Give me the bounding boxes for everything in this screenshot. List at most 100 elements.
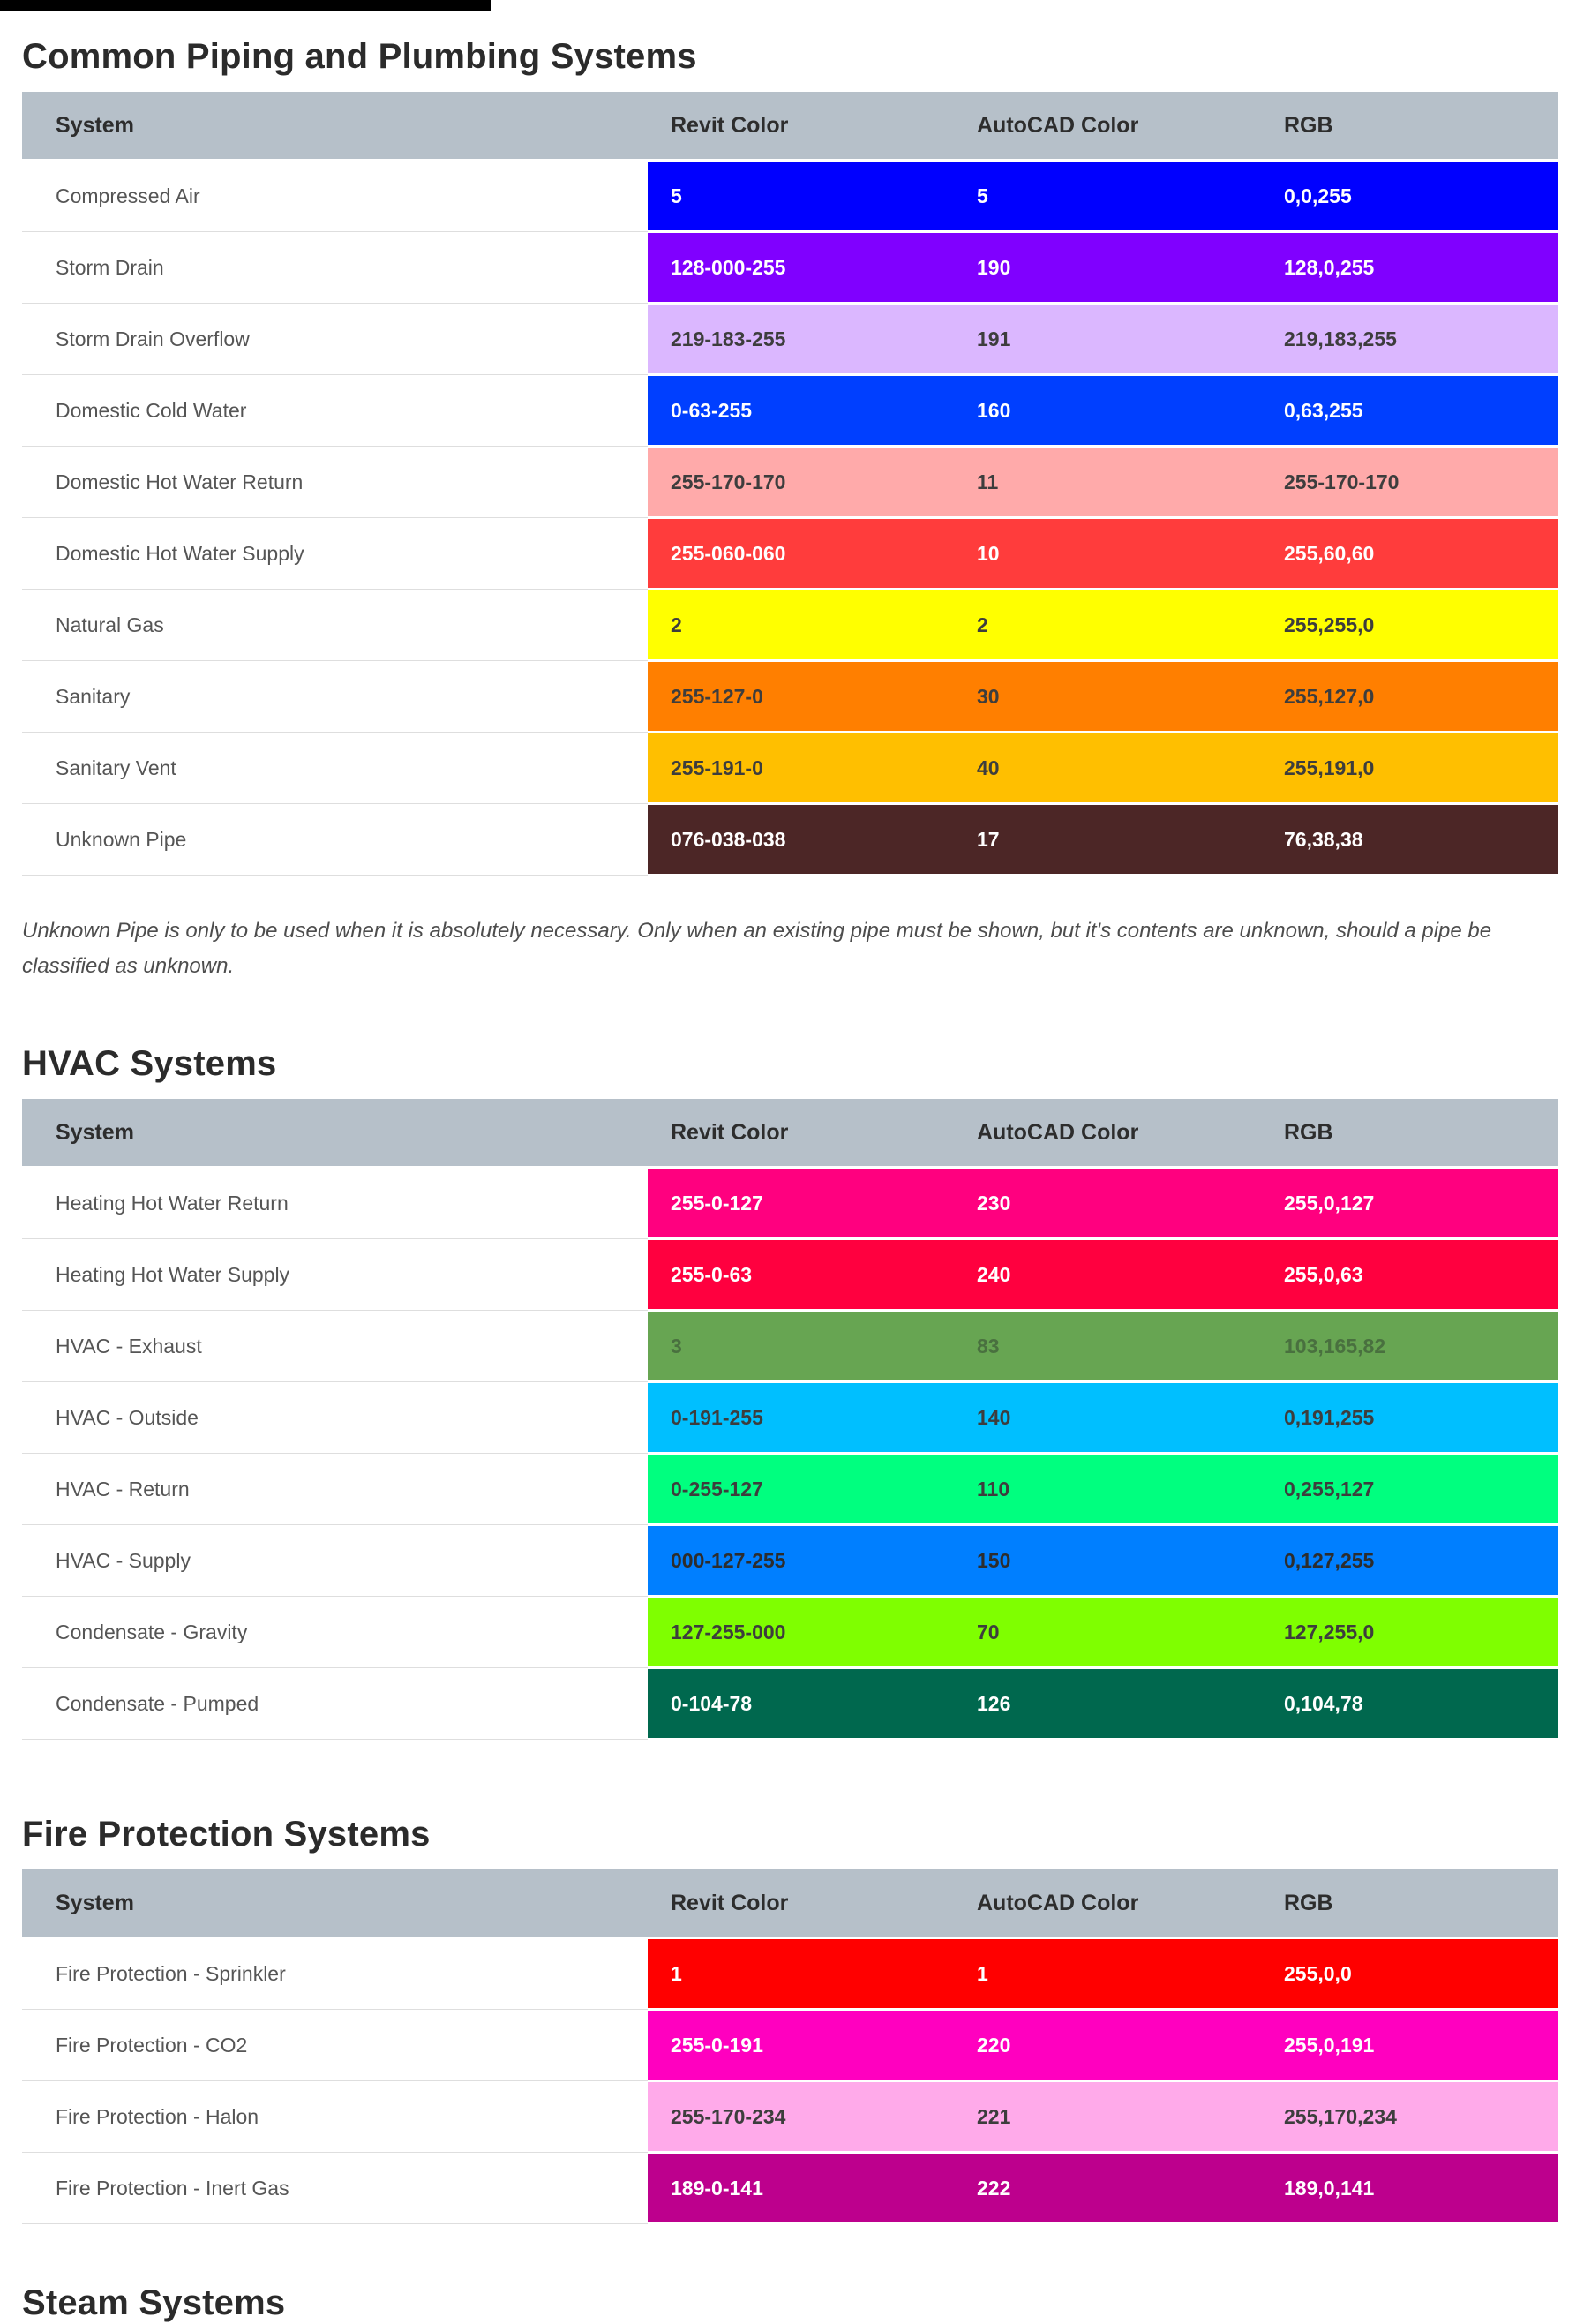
table-row: Domestic Cold Water 0-63-255 160 0,63,255 (22, 376, 1558, 448)
section-steam: Steam Systems (22, 2282, 1558, 2324)
system-name: Sanitary Vent (22, 733, 648, 804)
color-swatch-strip: 255-170-234 221 255,170,234 (648, 2082, 1558, 2151)
section-piping: Common Piping and Plumbing Systems Syste… (22, 35, 1558, 984)
rgb-value: 189,0,141 (1284, 2176, 1375, 2200)
autocad-value: 17 (977, 827, 1000, 851)
table-row: Heating Hot Water Return 255-0-127 230 255,… (22, 1169, 1558, 1240)
system-name: HVAC - Supply (22, 1526, 648, 1597)
system-name: Condensate - Pumped (22, 1669, 648, 1740)
table-row: HVAC - Supply 000-127-255 150 0,127,255 (22, 1526, 1558, 1598)
system-name: Storm Drain (22, 233, 648, 304)
revit-value: 255-170-234 (671, 2104, 786, 2128)
system-name: Heating Hot Water Return (22, 1169, 648, 1239)
rgb-value: 255,170,234 (1284, 2104, 1397, 2128)
color-swatch-strip: 219-183-255 191 219,183,255 (648, 305, 1558, 373)
revit-value: 255-0-127 (671, 1191, 763, 1215)
table-header: System Revit Color AutoCAD Color RGB (22, 1869, 1558, 1937)
color-swatch-strip: 0-104-78 126 0,104,78 (648, 1669, 1558, 1738)
table-row: Condensate - Pumped 0-104-78 126 0,104,78 (22, 1669, 1558, 1741)
section-title-fire: Fire Protection Systems (22, 1815, 431, 1854)
revit-value: 1 (671, 1961, 682, 1985)
rgb-value: 255,0,63 (1284, 1262, 1363, 1286)
col-header-system: System (56, 1890, 134, 1915)
revit-value: 255-0-63 (671, 1262, 753, 1286)
system-name: Compressed Air (22, 162, 648, 232)
table-row: Unknown Pipe 076-038-038 17 76,38,38 (22, 805, 1558, 876)
table-row: Storm Drain Overflow 219-183-255 191 219,18… (22, 305, 1558, 376)
table-row: Domestic Hot Water Supply 255-060-060 10 25… (22, 519, 1558, 590)
revit-value: 3 (671, 1334, 682, 1358)
autocad-value: 190 (977, 255, 1011, 279)
system-name: HVAC - Return (22, 1455, 648, 1525)
revit-value: 128-000-255 (671, 255, 786, 279)
color-swatch-strip: 255-0-191 220 255,0,191 (648, 2011, 1558, 2080)
color-swatch-strip: 255-170-170 11 255-170-170 (648, 448, 1558, 516)
rgb-value: 255,255,0 (1284, 613, 1375, 636)
system-name: Storm Drain Overflow (22, 305, 648, 375)
page: Common Piping and Plumbing Systems Syste… (22, 11, 1558, 2324)
col-header-rgb: RGB (1284, 1890, 1333, 1915)
revit-value: 219-183-255 (671, 327, 786, 350)
system-name: Domestic Cold Water (22, 376, 648, 447)
rgb-value: 255,127,0 (1284, 684, 1375, 708)
system-name: Heating Hot Water Supply (22, 1240, 648, 1311)
rgb-value: 0,191,255 (1284, 1405, 1375, 1429)
autocad-value: 191 (977, 327, 1011, 350)
system-name: HVAC - Exhaust (22, 1312, 648, 1382)
autocad-value: 140 (977, 1405, 1011, 1429)
autocad-value: 126 (977, 1691, 1011, 1715)
autocad-value: 5 (977, 184, 988, 207)
revit-value: 0-255-127 (671, 1477, 763, 1500)
system-name: Fire Protection - Inert Gas (22, 2154, 648, 2224)
revit-value: 255-0-191 (671, 2033, 763, 2057)
revit-value: 076-038-038 (671, 827, 786, 851)
autocad-value: 150 (977, 1548, 1011, 1572)
autocad-value: 220 (977, 2033, 1011, 2057)
col-header-rgb: RGB (1284, 112, 1333, 138)
autocad-value: 160 (977, 398, 1011, 422)
table-row: HVAC - Return 0-255-127 110 0,255,127 (22, 1455, 1558, 1526)
color-swatch-strip: 1 1 255,0,0 (648, 1939, 1558, 2008)
rgb-value: 255-170-170 (1284, 470, 1400, 493)
revit-value: 2 (671, 613, 682, 636)
table-row: Domestic Hot Water Return 255-170-170 11 25… (22, 448, 1558, 519)
revit-value: 5 (671, 184, 682, 207)
color-swatch-strip: 2 2 255,255,0 (648, 590, 1558, 659)
col-header-revit: Revit Color (671, 112, 789, 138)
revit-value: 255-170-170 (671, 470, 786, 493)
system-name: Sanitary (22, 662, 648, 733)
color-swatch-strip: 076-038-038 17 76,38,38 (648, 805, 1558, 874)
col-header-system: System (56, 112, 134, 138)
hvac-color-table: System Revit Color AutoCAD Color RGB Hea… (22, 1099, 1558, 1741)
rgb-value: 255,0,127 (1284, 1191, 1375, 1215)
rgb-value: 0,255,127 (1284, 1477, 1375, 1500)
system-name: Unknown Pipe (22, 805, 648, 876)
color-swatch-strip: 255-060-060 10 255,60,60 (648, 519, 1558, 588)
table-row: Condensate - Gravity 127-255-000 70 127,255… (22, 1598, 1558, 1669)
color-swatch-strip: 189-0-141 222 189,0,141 (648, 2154, 1558, 2222)
rgb-value: 103,165,82 (1284, 1334, 1386, 1358)
revit-value: 000-127-255 (671, 1548, 786, 1572)
system-name: Fire Protection - Halon (22, 2082, 648, 2153)
color-swatch-strip: 5 5 0,0,255 (648, 162, 1558, 230)
table-row: Sanitary Vent 255-191-0 40 255,191,0 (22, 733, 1558, 805)
color-swatch-strip: 0-191-255 140 0,191,255 (648, 1383, 1558, 1452)
color-swatch-strip: 0-63-255 160 0,63,255 (648, 376, 1558, 445)
col-header-autocad: AutoCAD Color (977, 112, 1139, 138)
color-swatch-strip: 0-255-127 110 0,255,127 (648, 1455, 1558, 1523)
unknown-pipe-note: Unknown Pipe is only to be used when it … (22, 919, 1492, 978)
autocad-value: 222 (977, 2176, 1011, 2200)
table-row: Storm Drain 128-000-255 190 128,0,255 (22, 233, 1558, 305)
rgb-value: 0,127,255 (1284, 1548, 1375, 1572)
rgb-value: 0,63,255 (1284, 398, 1363, 422)
revit-value: 189-0-141 (671, 2176, 763, 2200)
revit-value: 0-191-255 (671, 1405, 763, 1429)
col-header-system: System (56, 1119, 134, 1145)
color-swatch-strip: 255-0-63 240 255,0,63 (648, 1240, 1558, 1309)
col-header-rgb: RGB (1284, 1119, 1333, 1145)
revit-value: 255-060-060 (671, 541, 786, 565)
col-header-autocad: AutoCAD Color (977, 1890, 1139, 1915)
table-body: Heating Hot Water Return 255-0-127 230 255,… (22, 1169, 1558, 1741)
col-header-revit: Revit Color (671, 1890, 789, 1915)
section-hvac: HVAC Systems System Revit Color AutoCAD … (22, 1042, 1558, 1741)
